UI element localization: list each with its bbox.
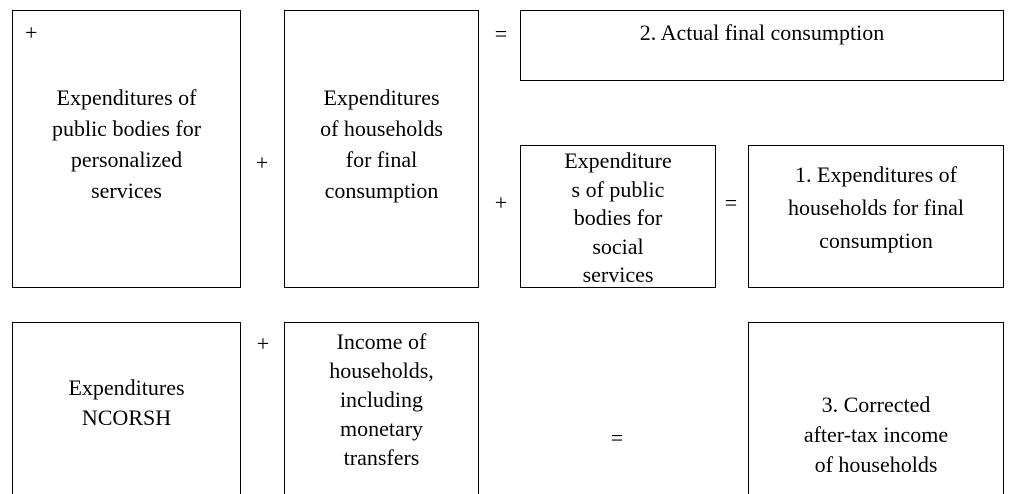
operator: + [494, 190, 508, 215]
text-line: Expenditures of [56, 85, 197, 110]
box-text: 1. Expenditures of households for final co… [749, 158, 1003, 257]
text-line: 3. Corrected [821, 392, 931, 417]
text-line: services [91, 178, 162, 203]
box: 3. Corrected after-tax income of household… [748, 322, 1004, 494]
text-line: transfers [343, 445, 420, 470]
operator: + [256, 331, 270, 356]
text-line: personalized [70, 147, 183, 172]
text-line: of households [320, 116, 443, 141]
box-text: Expenditures of public bodies for personal… [13, 82, 240, 206]
text-line: of households [814, 452, 938, 477]
box: Expenditure s of public bodies for social se… [520, 145, 716, 288]
text-line: services [582, 262, 654, 287]
box-text: Expenditure s of public bodies for social se… [521, 147, 715, 290]
text-line: households for final [788, 195, 964, 220]
box-text: 2. Actual final consumption [521, 17, 1003, 48]
text-line: 2. Actual final consumption [639, 20, 885, 45]
text-line: Expenditures [68, 375, 185, 400]
box: + Expenditures of public bodies for persona… [12, 10, 241, 288]
text-line: after-tax income [803, 422, 949, 447]
box: 2. Actual final consumption [520, 10, 1004, 81]
text-line: Expenditures [323, 85, 440, 110]
text-line: households, [329, 358, 434, 383]
text-line: public bodies for [51, 116, 202, 141]
operator: = [494, 21, 508, 46]
text-line: consumption [324, 178, 439, 203]
text-line: s of public [571, 176, 665, 202]
text-line: including [339, 387, 424, 412]
box-text: 3. Corrected after-tax income of household… [749, 390, 1003, 480]
box-text: Expenditures of households for final consum… [285, 82, 478, 206]
box: Expenditures NCORSH [12, 322, 241, 494]
operator: = [610, 425, 624, 450]
text-line: for final [345, 147, 418, 172]
text-line: social [592, 233, 644, 259]
box: 1. Expenditures of households for final co… [748, 145, 1004, 288]
operator: + [255, 150, 269, 175]
text-line: Income of [336, 329, 427, 354]
box: Income of households, including monetary tra… [284, 322, 479, 494]
box: Expenditures of households for final consum… [284, 10, 479, 288]
text-line: NCORSH [81, 405, 172, 430]
text-line: Expenditure [564, 148, 672, 173]
operator: = [724, 190, 738, 215]
box-marker: + [25, 20, 38, 45]
box-text: Income of households, including monetary tra… [285, 327, 478, 472]
text-line: bodies for [573, 205, 663, 230]
box-text: Expenditures NCORSH [13, 373, 240, 433]
text-line: 1. Expenditures of [795, 162, 957, 187]
text-line: monetary [339, 416, 424, 441]
text-line: consumption [819, 228, 933, 253]
